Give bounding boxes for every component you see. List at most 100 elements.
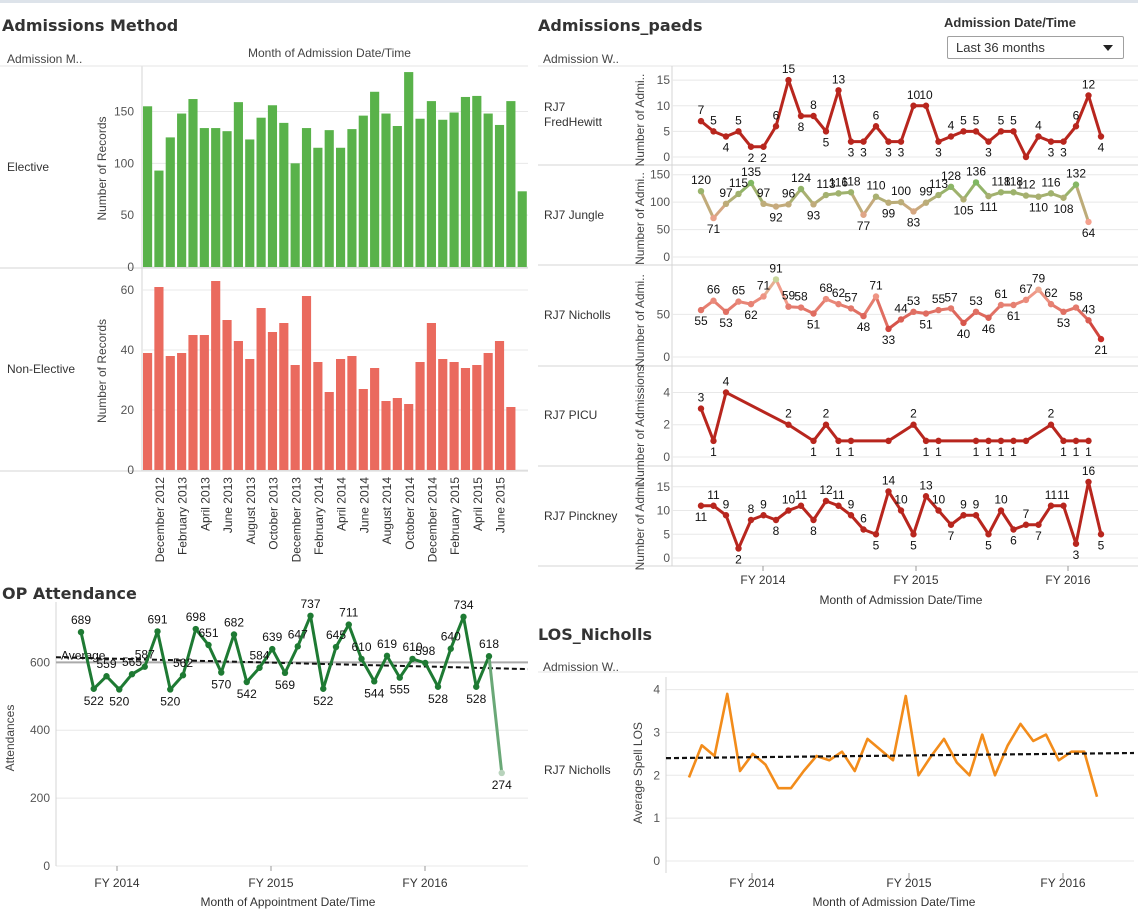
data-point <box>760 200 767 208</box>
average-label: Average <box>61 648 106 662</box>
data-point <box>422 659 429 667</box>
y-tick-label: 400 <box>30 723 50 737</box>
data-point <box>1072 181 1080 188</box>
data-point <box>872 293 880 300</box>
data-label: 584 <box>249 649 269 663</box>
data-point <box>1060 138 1067 145</box>
bar <box>324 130 334 267</box>
data-label: 3 <box>1073 548 1080 562</box>
y-tick-label: 2 <box>663 418 670 432</box>
bar <box>165 137 175 267</box>
data-point <box>1010 189 1017 196</box>
data-label: 522 <box>313 694 333 708</box>
series-line <box>899 104 915 144</box>
data-point <box>860 312 867 320</box>
y-tick-label: 0 <box>653 854 660 868</box>
bar <box>449 362 459 470</box>
data-label: 1 <box>973 445 980 459</box>
data-label: 5 <box>960 113 967 127</box>
data-point <box>154 628 161 635</box>
data-label: 3 <box>898 146 905 160</box>
los-ward-label: RJ7 Nicholls <box>544 763 611 777</box>
data-point <box>1035 521 1042 528</box>
data-point <box>947 521 955 528</box>
bar <box>301 296 312 470</box>
bar <box>404 72 414 267</box>
data-label: 5 <box>910 538 917 552</box>
series-line <box>749 181 765 206</box>
bar <box>279 323 289 470</box>
data-point <box>960 512 967 519</box>
y-tick-label: 4 <box>653 683 660 697</box>
data-point <box>972 308 980 316</box>
data-label: 57 <box>944 290 958 304</box>
y-tick-label: 5 <box>663 124 670 138</box>
series-line <box>462 615 478 689</box>
adm-method-row-header: Admission M.. <box>7 52 83 66</box>
data-label: 3 <box>698 391 705 405</box>
bar <box>506 407 516 470</box>
data-label: 40 <box>957 327 971 341</box>
data-point <box>860 526 867 533</box>
data-point <box>697 117 705 125</box>
x-tick-label: FY 2016 <box>1045 573 1090 587</box>
data-label: 682 <box>224 615 244 629</box>
chevron-down-icon[interactable] <box>1103 45 1113 51</box>
series-line <box>1087 480 1103 536</box>
data-point <box>897 198 905 206</box>
data-point <box>935 191 942 199</box>
data-point <box>1010 437 1017 445</box>
data-point <box>1072 540 1080 547</box>
series-line <box>799 187 815 206</box>
series-line <box>849 190 865 217</box>
data-label: 111 <box>979 200 998 214</box>
bar <box>313 147 323 267</box>
los-chart: 0 1 2 3 4 Average Spell LOS FY 2014 FY 2015 FY 2… <box>538 671 1138 909</box>
data-point <box>1072 304 1080 311</box>
bar <box>494 124 505 267</box>
data-label: 55 <box>694 314 708 328</box>
data-point <box>747 143 755 150</box>
series-line <box>1012 129 1028 159</box>
series-line <box>812 423 828 443</box>
data-label: 120 <box>691 173 711 187</box>
series-line <box>398 657 414 680</box>
row-label-elective: Elective <box>7 160 50 174</box>
data-label: 4 <box>723 374 730 388</box>
x-tick-label: February 2013 <box>176 477 190 555</box>
data-point <box>1022 521 1030 528</box>
data-label: 58 <box>1069 290 1083 304</box>
data-label: 9 <box>760 497 767 511</box>
data-point <box>797 502 805 509</box>
data-label: 698 <box>186 610 206 624</box>
data-point <box>972 512 980 519</box>
date-filter-dropdown[interactable]: Last 36 months <box>947 36 1124 59</box>
x-tick-label: FY 2015 <box>248 876 293 890</box>
data-label: 65 <box>732 284 746 298</box>
series-line <box>385 654 402 680</box>
series-line <box>699 407 715 443</box>
data-point <box>269 645 276 653</box>
data-point <box>985 531 992 538</box>
data-point <box>810 201 817 208</box>
data-label: 10 <box>994 493 1008 507</box>
data-point <box>947 305 955 312</box>
series-line <box>737 129 753 149</box>
series-line <box>812 114 828 133</box>
series-line <box>862 195 878 217</box>
data-point <box>1035 193 1042 200</box>
series-line <box>219 632 236 674</box>
data-point <box>835 502 842 509</box>
y-tick-label: 5 <box>663 527 670 541</box>
data-label: 1 <box>835 445 842 459</box>
data-point <box>722 512 730 519</box>
data-label: 11 <box>795 488 808 502</box>
data-label: 5 <box>985 538 992 552</box>
data-point <box>1085 437 1092 445</box>
data-point <box>822 497 830 505</box>
data-point <box>847 138 855 145</box>
data-point <box>1085 478 1092 486</box>
data-label: 4 <box>1098 141 1105 155</box>
data-point <box>872 123 880 130</box>
x-tick-label: FY 2015 <box>886 876 931 890</box>
